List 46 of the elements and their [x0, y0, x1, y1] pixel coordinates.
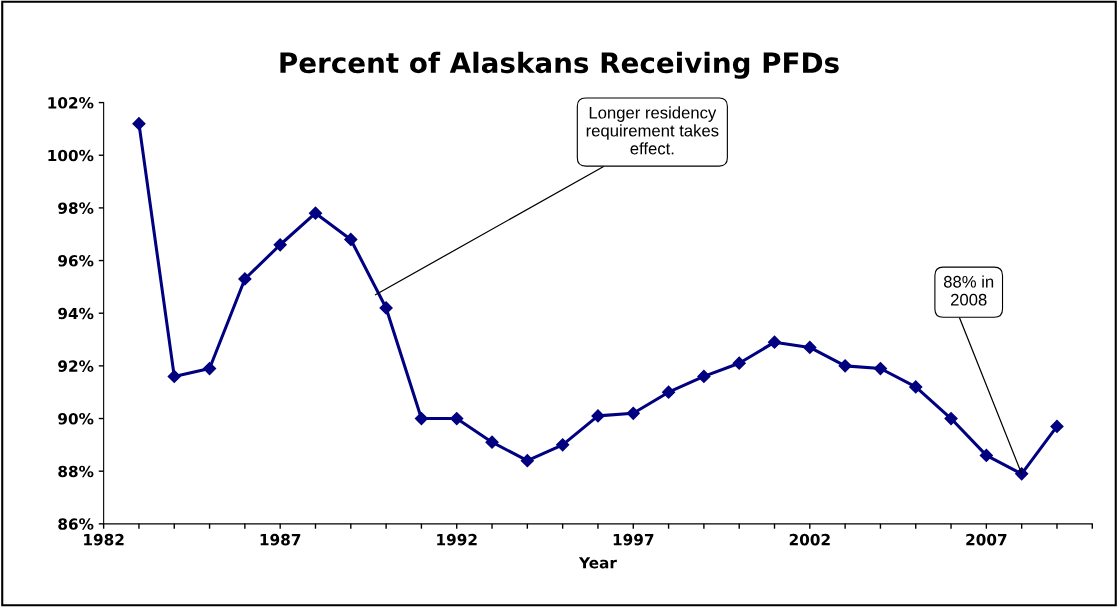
point [626, 406, 640, 420]
annotation: Longer residency requirement takes effect. [586, 106, 719, 155]
point [979, 448, 993, 462]
point [273, 238, 287, 252]
point [132, 117, 146, 131]
point [202, 361, 217, 376]
y-tick-label: 90% [58, 412, 94, 425]
x-tick-label: 1992 [437, 533, 477, 546]
y-tick-label: 96% [58, 255, 94, 267]
y-tick-label: 100% [48, 149, 94, 162]
point [803, 340, 817, 355]
y-tick-label: 92% [58, 360, 94, 372]
x-tick-label: 1987 [260, 533, 301, 546]
x-tick-label: 1982 [84, 533, 124, 546]
point [1015, 467, 1029, 481]
point [308, 206, 323, 220]
point [697, 369, 711, 383]
x-tick-label: 2002 [789, 533, 830, 546]
x-tick-label: 2007 [966, 533, 1007, 546]
y-tick-label: 94% [58, 307, 94, 320]
point [167, 369, 181, 383]
point [944, 411, 958, 426]
point [450, 411, 464, 426]
x-axis-title: Year [578, 557, 617, 569]
point [414, 411, 429, 426]
point [767, 335, 782, 349]
y-tick-label: 98% [58, 202, 94, 214]
point [379, 301, 393, 315]
point [732, 356, 746, 370]
point [591, 409, 605, 423]
point [1050, 419, 1064, 434]
point [661, 385, 676, 399]
point [909, 380, 923, 394]
x-tick-label: 1997 [613, 533, 654, 546]
y-tick-label: 86% [58, 518, 94, 530]
point [556, 438, 570, 452]
annotation: 88% in 2008 [943, 275, 994, 306]
y-tick-label: 102% [48, 97, 94, 109]
y-tick-label: 88% [58, 465, 94, 478]
point [838, 359, 852, 373]
point [344, 232, 358, 247]
point [485, 435, 499, 449]
point [238, 272, 252, 286]
point [520, 454, 534, 468]
point [873, 361, 888, 376]
chart-title: Percent of Alaskans Receiving PFDs [280, 51, 839, 79]
